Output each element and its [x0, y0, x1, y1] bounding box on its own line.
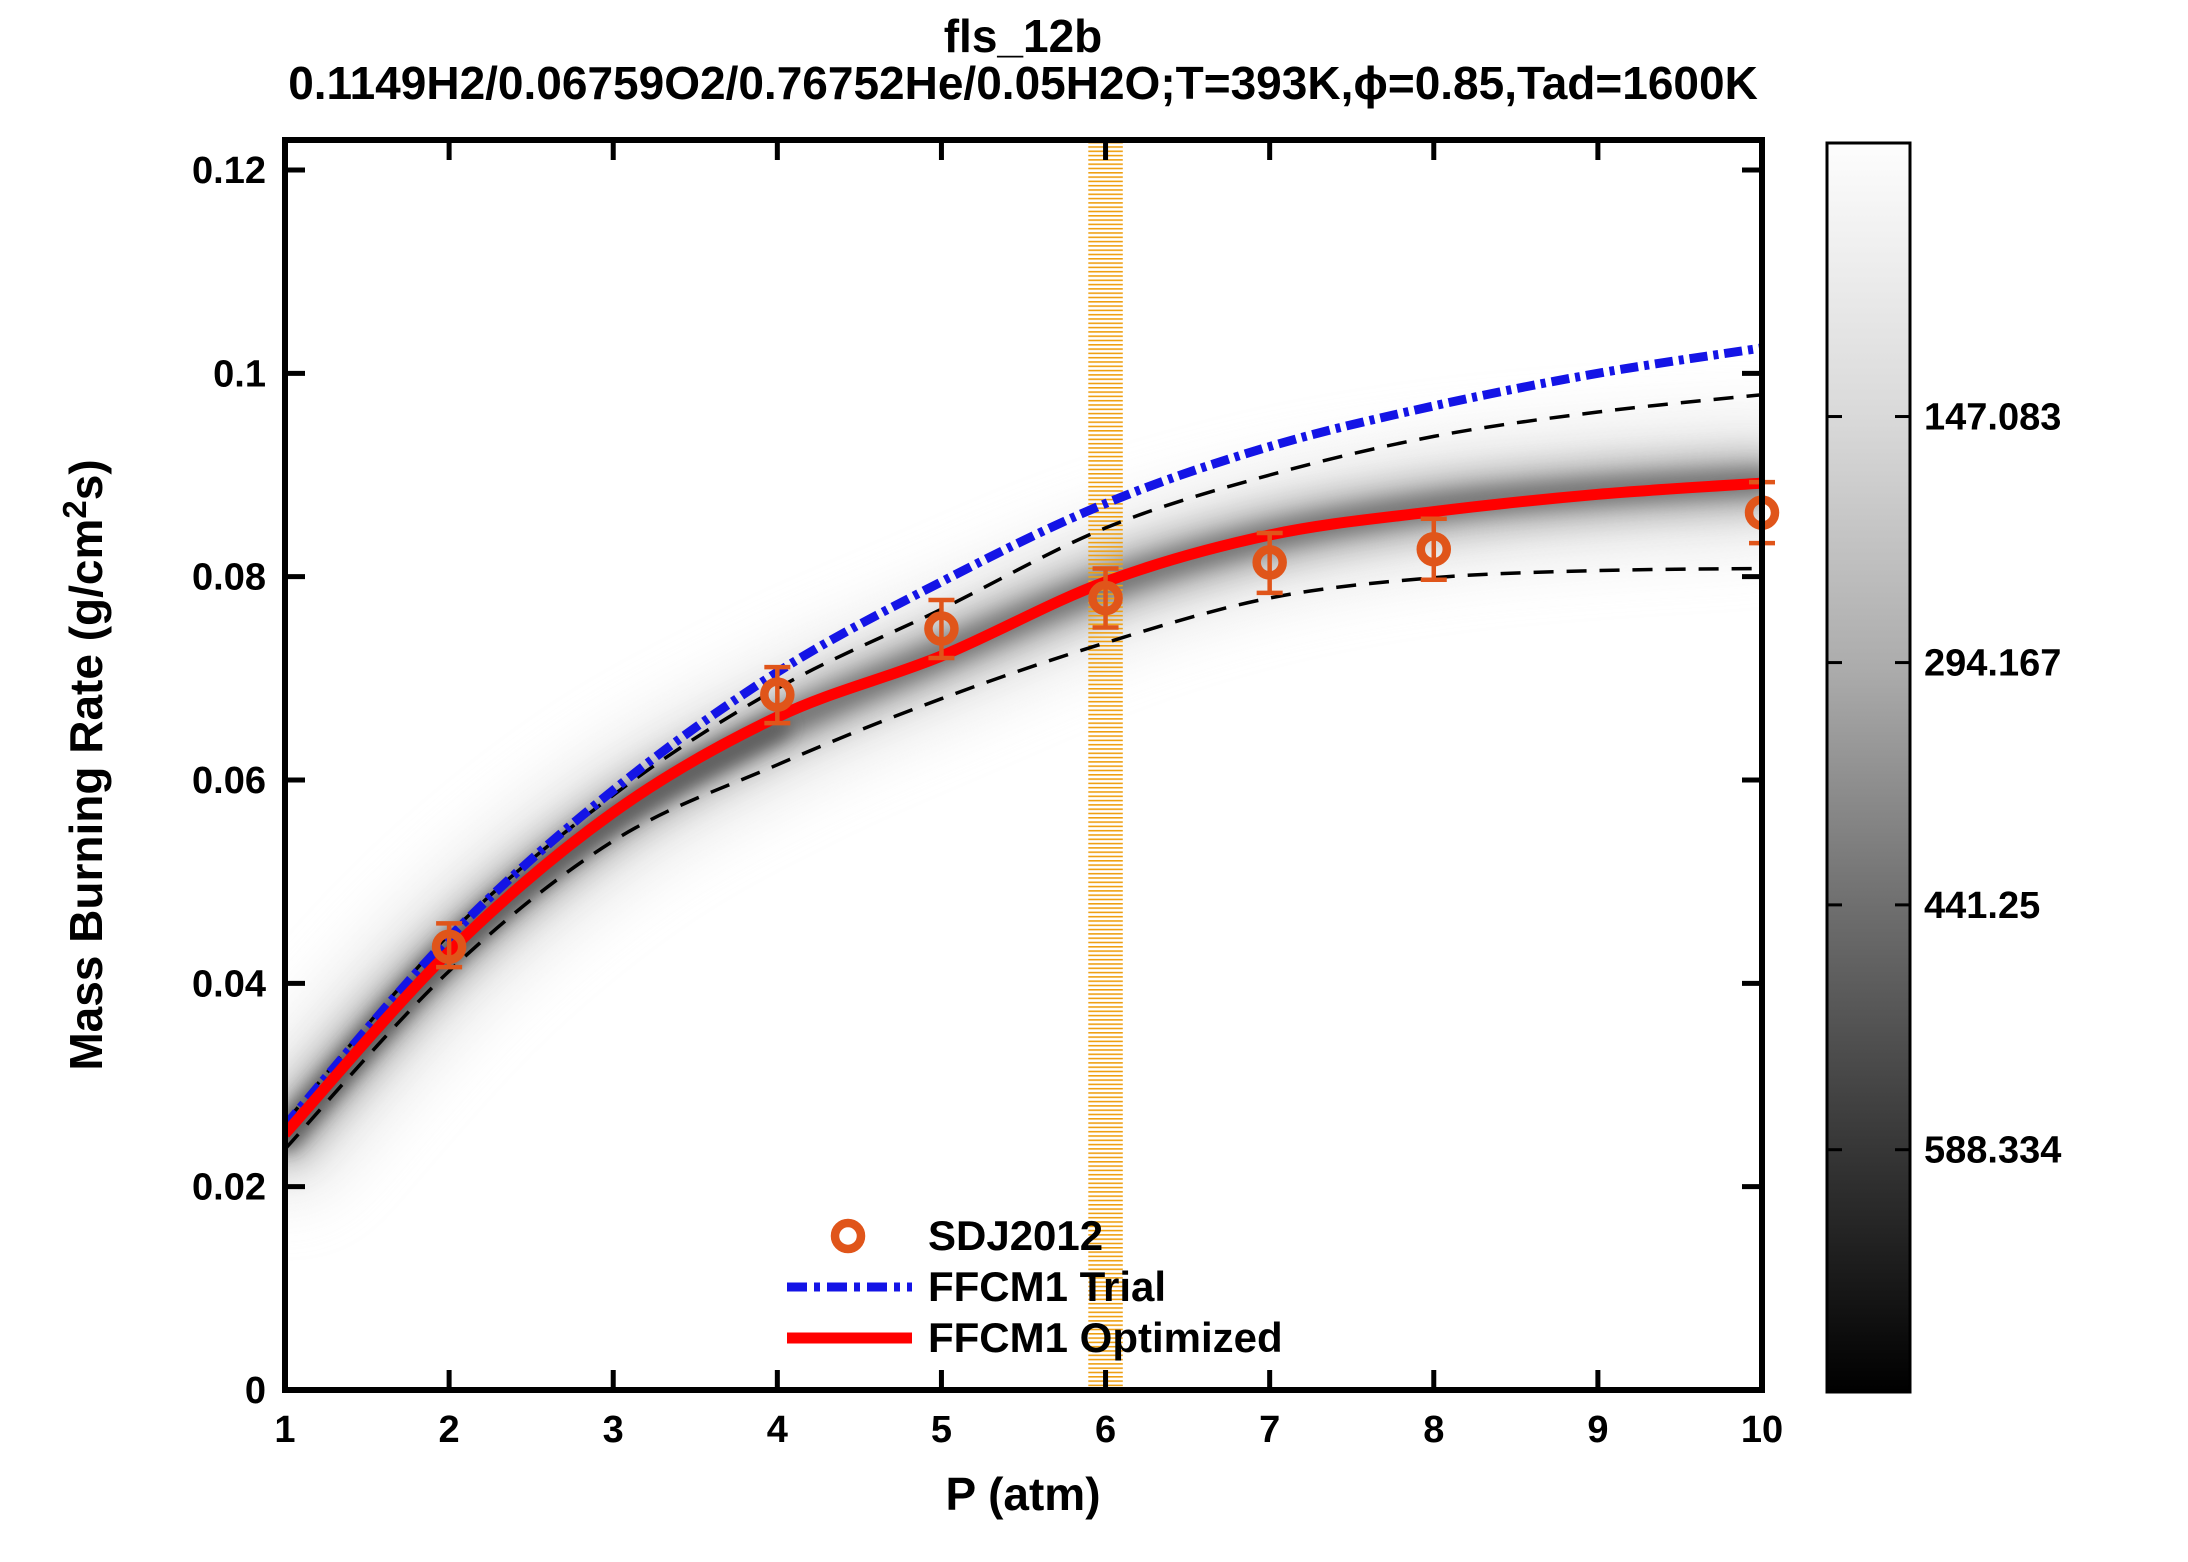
colorbar-ticks [1827, 415, 1910, 1152]
x-tick-label: 2 [439, 1409, 460, 1451]
data-marker [1088, 580, 1123, 616]
x-tick-label: 5 [931, 1409, 952, 1451]
colorbar: 147.083 294.167 441.25 588.334 [1825, 141, 2061, 1394]
colorbar-tick-label: 294.167 [1924, 643, 2061, 685]
y-tick-label: 0.02 [192, 1167, 266, 1209]
colorbar-tick-label: 588.334 [1924, 1130, 2061, 1172]
data-marker [431, 929, 467, 964]
data-marker [760, 677, 795, 712]
model-curves [285, 343, 1762, 1151]
y-tick-label: 0.04 [192, 963, 266, 1005]
colorbar-tick-labels: 147.083 294.167 441.25 588.334 [1924, 397, 2061, 1172]
legend-marker-sdj2012 [830, 1218, 866, 1254]
curve-ffcm1-optimized [285, 477, 1762, 1138]
axis-tick-labels: 1 2 3 4 5 6 7 8 9 10 0 0.02 0.04 0.06 0.08 0.1 0.12 [192, 150, 1783, 1451]
data-point-p4 [760, 664, 795, 726]
y-tick-label: 0.06 [192, 760, 266, 802]
experimental-data-points [431, 479, 1780, 970]
curve-uncertainty-upper-bound [285, 392, 1762, 1124]
data-point-p8 [1416, 516, 1452, 582]
y-axis-label: Mass Burning Rate (g/cm2s) [56, 459, 112, 1070]
legend: SDJ2012 FFCM1 Trial FFCM1 Optimized [787, 1212, 1283, 1361]
cloud-halo [285, 419, 1762, 1199]
legend-label-sdj2012: SDJ2012 [928, 1212, 1103, 1259]
x-tick-label: 3 [603, 1409, 624, 1451]
y-tick-label: 0.1 [213, 353, 266, 395]
x-axis-label: P (atm) [945, 1468, 1100, 1520]
x-tick-label: 6 [1095, 1409, 1116, 1451]
x-tick-label: 9 [1587, 1409, 1608, 1451]
y-tick-label: 0 [245, 1370, 266, 1412]
axes-box [282, 137, 1765, 1393]
pressure-highlight-band [1088, 141, 1123, 1390]
colorbar-tick-label: 441.25 [1924, 885, 2040, 927]
curve-ffcm1-trial [285, 343, 1762, 1129]
data-point-p5 [924, 597, 959, 661]
data-marker [1416, 531, 1452, 567]
curve-uncertainty-lower-bound [285, 566, 1762, 1151]
y-tick-label: 0.12 [192, 150, 266, 192]
x-tick-label: 1 [274, 1409, 295, 1451]
data-marker [1252, 545, 1287, 580]
legend-label-ffcm1-trial: FFCM1 Trial [928, 1263, 1166, 1310]
data-point-p7 [1252, 530, 1287, 596]
y-tick-label: 0.08 [192, 557, 266, 599]
uncertainty-density-cloud [285, 419, 1762, 1199]
data-point-p2 [431, 921, 467, 970]
chart-subtitle: 0.1149H2/0.06759O2/0.76752He/0.05H2O;T=3… [288, 57, 1758, 109]
x-tick-label: 10 [1741, 1409, 1783, 1451]
legend-label-ffcm1-optimized: FFCM1 Optimized [928, 1314, 1283, 1361]
x-tick-label: 4 [767, 1409, 788, 1451]
x-tick-label: 7 [1259, 1409, 1280, 1451]
colorbar-gradient-strip [1825, 141, 1912, 1394]
axis-ticks [282, 140, 1765, 1393]
x-tick-label: 8 [1423, 1409, 1444, 1451]
data-point-p6 [1088, 566, 1123, 630]
chart-title: fls_12b [944, 10, 1103, 62]
colorbar-tick-label: 147.083 [1924, 397, 2061, 439]
data-marker [924, 611, 959, 646]
